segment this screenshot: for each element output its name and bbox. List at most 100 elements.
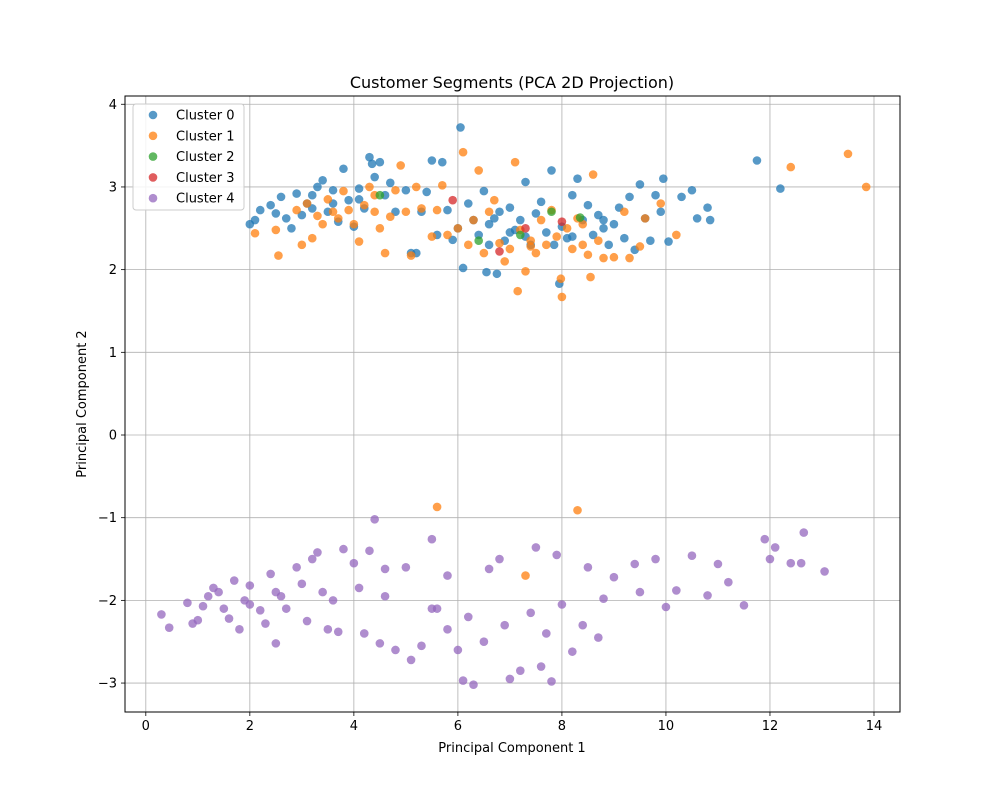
data-point <box>323 625 333 634</box>
data-point <box>562 223 572 233</box>
data-point <box>482 267 491 277</box>
data-point <box>333 627 343 637</box>
y-tick-label: 3 <box>109 180 117 195</box>
data-point <box>557 217 567 226</box>
data-point <box>448 195 457 205</box>
data-point <box>463 612 473 622</box>
data-point <box>656 199 666 208</box>
data-point <box>495 207 504 217</box>
data-point <box>250 228 260 238</box>
data-point <box>164 623 174 632</box>
data-point <box>307 233 317 243</box>
data-point <box>422 187 431 197</box>
data-point <box>463 199 473 208</box>
data-point <box>770 543 780 552</box>
data-point <box>380 591 390 601</box>
data-point <box>245 581 255 590</box>
data-point <box>513 286 523 296</box>
data-point <box>568 190 577 200</box>
data-point <box>489 214 499 223</box>
data-point <box>318 587 327 597</box>
series-cluster-2 <box>375 190 585 245</box>
data-point <box>276 192 286 202</box>
data-point <box>344 205 353 215</box>
data-point <box>313 548 322 557</box>
data-point <box>552 232 562 241</box>
y-tick-label: 0 <box>109 429 117 444</box>
data-point <box>796 558 806 568</box>
data-point <box>659 174 668 183</box>
data-point <box>578 620 588 630</box>
legend-marker <box>148 110 158 120</box>
data-point <box>495 238 504 248</box>
data-point <box>281 214 291 223</box>
data-point <box>479 186 489 196</box>
legend-marker <box>148 173 158 182</box>
data-point <box>599 253 608 263</box>
data-point <box>713 559 723 569</box>
data-point <box>318 176 327 185</box>
data-point <box>349 219 359 229</box>
y-tick-label: 2 <box>109 263 117 278</box>
legend-marker <box>148 131 158 141</box>
data-point <box>635 242 645 251</box>
data-point <box>516 215 525 225</box>
data-point <box>427 534 437 544</box>
data-point <box>307 554 317 564</box>
data-point <box>292 205 301 215</box>
data-point <box>547 677 556 686</box>
data-point <box>432 205 442 215</box>
y-tick-label: −1 <box>98 511 117 526</box>
legend-label: Cluster 0 <box>176 109 235 124</box>
data-point <box>391 185 400 195</box>
data-point <box>536 215 546 225</box>
data-point <box>339 164 348 174</box>
legend-label: Cluster 3 <box>176 171 235 186</box>
data-point <box>354 583 364 593</box>
data-point <box>469 215 478 225</box>
data-points <box>157 123 871 690</box>
legend: Cluster 0 Cluster 1 Cluster 2 Cluster 3 Clus… <box>132 103 245 211</box>
data-point <box>635 587 645 597</box>
data-point <box>271 639 281 648</box>
data-point <box>427 232 437 241</box>
data-point <box>752 156 762 165</box>
data-point <box>271 225 281 235</box>
data-point <box>261 619 270 628</box>
data-point <box>214 587 223 597</box>
data-point <box>255 605 265 615</box>
data-point <box>568 244 577 254</box>
data-point <box>359 200 369 210</box>
data-point <box>198 601 208 611</box>
data-point <box>339 544 348 554</box>
data-point <box>820 567 829 576</box>
data-point <box>575 213 585 222</box>
data-point <box>401 185 411 195</box>
data-point <box>354 184 364 193</box>
data-point <box>776 184 785 193</box>
data-point <box>437 157 447 167</box>
data-point <box>656 207 666 217</box>
data-point <box>526 608 536 618</box>
data-point <box>521 571 530 580</box>
data-point <box>640 214 650 223</box>
data-point <box>391 645 400 655</box>
data-point <box>245 600 255 609</box>
data-point <box>724 577 733 587</box>
data-point <box>380 564 390 574</box>
data-point <box>469 680 478 690</box>
data-point <box>583 250 593 260</box>
data-point <box>255 205 265 215</box>
data-point <box>401 207 411 217</box>
data-point <box>224 614 234 623</box>
data-point <box>443 205 452 215</box>
data-point <box>786 558 796 568</box>
data-point <box>586 272 595 282</box>
data-point <box>556 274 566 284</box>
data-point <box>375 639 385 648</box>
data-point <box>406 251 416 260</box>
data-point <box>505 244 515 254</box>
data-point <box>456 123 465 132</box>
data-point <box>531 248 541 258</box>
